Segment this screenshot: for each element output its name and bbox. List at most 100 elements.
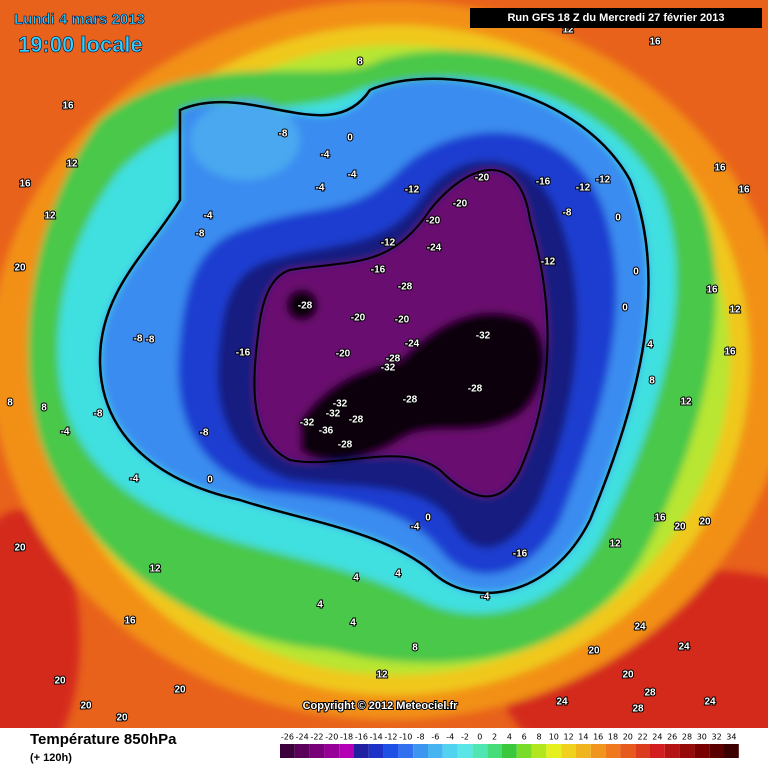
contour-label: 16: [714, 163, 726, 174]
contour-label: -4: [411, 522, 420, 533]
contour-label: 4: [647, 340, 653, 351]
contour-label: 24: [704, 697, 716, 708]
colorbar-tick-label: -4: [446, 733, 454, 742]
colorbar-tick-label: -14: [370, 733, 383, 742]
contour-label: -4: [481, 592, 490, 603]
contour-label: 4: [317, 600, 323, 611]
contour-label: -12: [405, 185, 420, 196]
contour-label: -28: [338, 440, 353, 451]
contour-label: -20: [395, 315, 410, 326]
colorbar-swatch: [280, 744, 295, 758]
run-info: Run GFS 18 Z du Mercredi 27 février 2013: [507, 12, 724, 24]
contour-label: 4: [350, 618, 356, 629]
contour-label: 24: [634, 622, 646, 633]
colorbar-tick-label: 26: [667, 733, 677, 742]
cold-contour: [253, 169, 549, 498]
contour-label: 24: [556, 697, 568, 708]
colorbar-tick-label: 6: [522, 733, 527, 742]
contour-label: 20: [674, 522, 686, 533]
contour-label: 20: [80, 701, 92, 712]
colorbar-swatch: [635, 744, 650, 758]
colorbar-swatch: [590, 744, 606, 758]
contour-label: -8: [146, 335, 155, 346]
contour-label: 16: [124, 616, 136, 627]
contour-label: -8: [279, 129, 288, 140]
colorbar-swatch: [413, 744, 428, 758]
colorbar-tick-label: 24: [652, 733, 662, 742]
colorbar-tick-label: 16: [593, 733, 603, 742]
colorbar-swatch: [487, 744, 502, 758]
colorbar-tick-label: -2: [461, 733, 469, 742]
colorbar-swatch: [664, 744, 680, 758]
colorbar-tick-label: -12: [384, 733, 397, 742]
contour-label: 12: [376, 670, 388, 681]
contour-label: 20: [116, 713, 128, 724]
contour-label: 0: [615, 213, 621, 224]
colorbar-tick-label: 18: [608, 733, 618, 742]
contour-label: 16: [654, 513, 666, 524]
contour-label: 20: [14, 263, 26, 274]
contour-label: 4: [395, 569, 401, 580]
contour-label: -28: [349, 415, 364, 426]
contour-label: -20: [453, 199, 468, 210]
colorbar-tick-label: 32: [712, 733, 722, 742]
colorbar-swatch: [679, 744, 695, 758]
contour-label: -12: [596, 175, 611, 186]
colorbar-tick-label: 20: [623, 733, 633, 742]
colorbar-swatch: [294, 744, 310, 758]
contour-label: 16: [19, 179, 31, 190]
contour-label: 0: [633, 267, 639, 278]
colorbar-tick-label: 8: [536, 733, 541, 742]
contour-label: 12: [66, 159, 78, 170]
contour-label: -8: [563, 208, 572, 219]
colorbar-swatch: [516, 744, 532, 758]
colorbar-swatch: [324, 744, 340, 758]
zero-contour: [98, 77, 650, 595]
contour-label: 16: [62, 101, 74, 112]
colorbar-swatch: [428, 744, 443, 758]
colorbar-tick-label: 10: [549, 733, 559, 742]
contour-label: -4: [204, 211, 213, 222]
colorbar-tick-label: -24: [296, 733, 309, 742]
colorbar-tick-label: 14: [578, 733, 588, 742]
contour-label: -32: [326, 409, 341, 420]
contour-label: -28: [403, 395, 418, 406]
contour-label: -20: [426, 216, 441, 227]
contour-label: -4: [316, 183, 325, 194]
colorbar-tick-label: -22: [310, 733, 323, 742]
colorbar-swatch: [398, 744, 414, 758]
contour-label: -32: [476, 331, 491, 342]
contour-label: -28: [468, 384, 483, 395]
contour-label: 8: [649, 376, 655, 387]
contour-label: 20: [588, 646, 600, 657]
date: Lundi 4 mars 2013: [14, 11, 145, 28]
contour-label: -8: [134, 334, 143, 345]
colorbar: -26 -24 -22 -20 -18 -16 -14 -12 -10 -8 -6 -4 -2 0 2 4 6 8…: [280, 733, 739, 758]
contour-label: 24: [678, 642, 690, 653]
contour-label: -8: [200, 428, 209, 439]
contour-label: -16: [536, 177, 551, 188]
contour-label: 20: [174, 685, 186, 696]
contour-label: 16: [649, 37, 661, 48]
colorbar-swatch: [442, 744, 458, 758]
contour-label: 12: [44, 211, 56, 222]
colorbar-swatch: [605, 744, 621, 758]
colorbar-swatch: [502, 744, 517, 758]
contour-label: -4: [321, 150, 330, 161]
contour-label: 20: [622, 670, 634, 681]
contour-label: -4: [61, 427, 70, 438]
copyright: Copyright © 2012 Meteociel.fr: [303, 700, 459, 712]
contour-label: 8: [412, 643, 418, 654]
colorbar-tick-label: 22: [638, 733, 648, 742]
contour-label: -16: [513, 549, 528, 560]
time: 19:00 locale: [18, 32, 143, 57]
colorbar-swatch: [472, 744, 488, 758]
contour-label: -12: [541, 257, 556, 268]
colorbar-tick-label: 12: [564, 733, 574, 742]
colorbar-swatch: [576, 744, 591, 758]
contour-labels: 16 12 8 16 12 16 12 20 -8 0 -4 -4 -4 -4 -8 -12 -20 -20 -16…: [6, 24, 751, 725]
contour-label: 16: [738, 185, 750, 196]
contour-label: -16: [236, 348, 251, 359]
colorbar-tick-label: -6: [431, 733, 439, 742]
